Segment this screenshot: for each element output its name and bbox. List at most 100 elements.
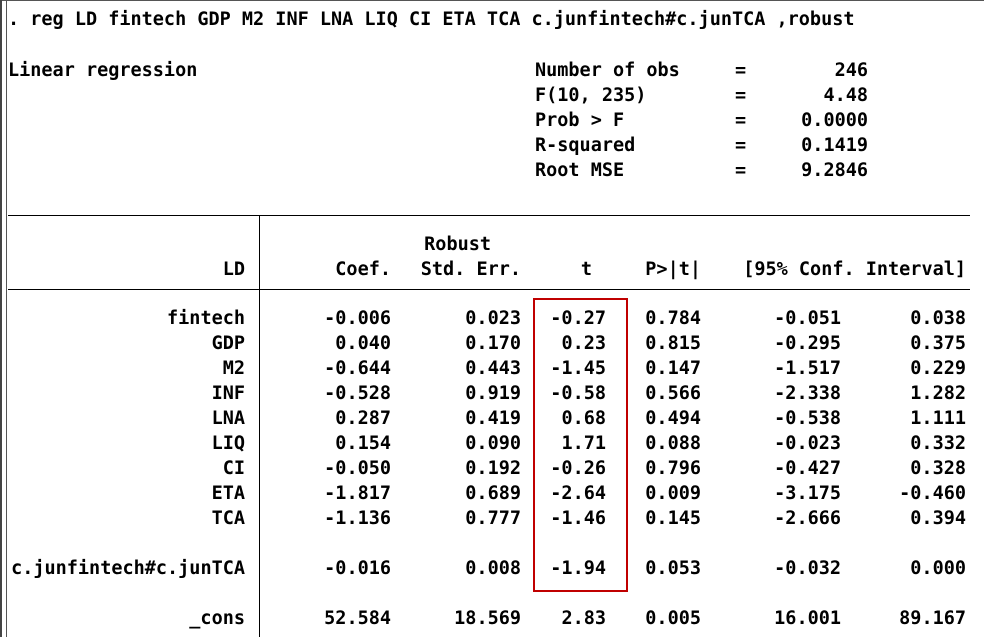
- t-value: -1.45: [550, 358, 606, 379]
- ci-header: [95% Conf. Interval]: [743, 259, 966, 280]
- stat-label: R-squared: [535, 135, 636, 156]
- ci-low-value: 16.001: [774, 608, 841, 629]
- ci-low-value: -0.295: [774, 333, 841, 354]
- ci-low-value: -2.338: [774, 383, 841, 404]
- t-value: 0.23: [561, 333, 606, 354]
- table-rule-top: [8, 215, 970, 216]
- row-label: fintech: [167, 308, 245, 329]
- summary-stats: Number of obs = 246 F(10, 235) = 4.48 Pr…: [535, 58, 868, 183]
- se-value: 0.008: [465, 558, 521, 579]
- ci-high-value: 0.000: [910, 558, 966, 579]
- stderr-header: Std. Err.: [420, 259, 521, 280]
- stat-row: F(10, 235) = 4.48: [535, 83, 868, 108]
- p-value: 0.005: [645, 608, 701, 629]
- ci-low-value: -0.051: [774, 308, 841, 329]
- p-value: 0.145: [645, 508, 701, 529]
- coef-value: -0.050: [324, 458, 391, 479]
- ci-low-value: -3.175: [774, 483, 841, 504]
- table-row: GDP 0.040 0.170 0.23 0.815 -0.295 0.375: [10, 331, 966, 356]
- coef-value: 52.584: [324, 608, 391, 629]
- blank-line: [10, 581, 966, 606]
- table-column-divider: [259, 215, 260, 637]
- p-header: P>|t|: [645, 259, 701, 280]
- se-value: 0.689: [465, 483, 521, 504]
- t-value: -1.94: [550, 558, 606, 579]
- equals-sign: =: [735, 85, 747, 106]
- ci-low-value: -0.427: [774, 458, 841, 479]
- row-label: LIQ: [211, 433, 245, 454]
- p-value: 0.147: [645, 358, 701, 379]
- table-row: LIQ 0.154 0.090 1.71 0.088 -0.023 0.332: [10, 431, 966, 456]
- p-value: 0.009: [645, 483, 701, 504]
- table-row: TCA -1.136 0.777 -1.46 0.145 -2.666 0.39…: [10, 506, 966, 531]
- stat-label: F(10, 235): [535, 85, 647, 106]
- ci-high-value: 0.229: [910, 358, 966, 379]
- blank-line: [10, 531, 966, 556]
- p-value: 0.088: [645, 433, 701, 454]
- table-row: ETA -1.817 0.689 -2.64 0.009 -3.175 -0.4…: [10, 481, 966, 506]
- ci-low-value: -0.032: [774, 558, 841, 579]
- stat-value: 246: [834, 60, 868, 81]
- row-label: c.junfintech#c.junTCA: [11, 558, 245, 579]
- stat-value: 4.48: [823, 85, 868, 106]
- equals-sign: =: [735, 135, 747, 156]
- t-value: -1.46: [550, 508, 606, 529]
- p-value: 0.566: [645, 383, 701, 404]
- table-row: INF -0.528 0.919 -0.58 0.566 -2.338 1.28…: [10, 381, 966, 406]
- stat-row: Root MSE = 9.2846: [535, 158, 868, 183]
- ci-high-value: 0.332: [910, 433, 966, 454]
- coef-value: -1.136: [324, 508, 391, 529]
- coef-value: -0.016: [324, 558, 391, 579]
- coef-value: 0.287: [335, 408, 391, 429]
- row-label: CI: [222, 458, 245, 479]
- p-value: 0.796: [645, 458, 701, 479]
- stat-row: Number of obs = 246: [535, 58, 868, 83]
- t-header: t: [580, 259, 592, 280]
- t-value: 0.68: [561, 408, 606, 429]
- se-value: 0.777: [465, 508, 521, 529]
- ci-low-value: -2.666: [774, 508, 841, 529]
- se-value: 0.443: [465, 358, 521, 379]
- t-value: -2.64: [550, 483, 606, 504]
- table-row: CI -0.050 0.192 -0.26 0.796 -0.427 0.328: [10, 456, 966, 481]
- p-value: 0.784: [645, 308, 701, 329]
- stat-value: 0.1419: [801, 135, 868, 156]
- se-value: 0.919: [465, 383, 521, 404]
- model-label: Linear regression: [8, 60, 198, 81]
- ci-low-value: -0.023: [774, 433, 841, 454]
- coef-value: -0.644: [324, 358, 391, 379]
- ci-high-value: 0.394: [910, 508, 966, 529]
- stat-row: Prob > F = 0.0000: [535, 108, 868, 133]
- se-value: 0.023: [465, 308, 521, 329]
- coef-header: Coef.: [335, 259, 391, 280]
- table-header-robust-row: Robust: [10, 232, 966, 257]
- table-row: LNA 0.287 0.419 0.68 0.494 -0.538 1.111: [10, 406, 966, 431]
- window-border-left-inner: [6, 0, 7, 637]
- window-border-top: [0, 0, 984, 1]
- ci-high-value: 1.111: [910, 408, 966, 429]
- ci-high-value: -0.460: [899, 483, 966, 504]
- stat-label: Number of obs: [535, 60, 680, 81]
- ci-low-value: -1.517: [774, 358, 841, 379]
- p-value: 0.815: [645, 333, 701, 354]
- p-value: 0.494: [645, 408, 701, 429]
- coefficient-table-body: fintech -0.006 0.023 -0.27 0.784 -0.051 …: [10, 306, 966, 631]
- stat-label: Prob > F: [535, 110, 625, 131]
- se-value: 0.192: [465, 458, 521, 479]
- coef-value: 0.154: [335, 433, 391, 454]
- t-value: -0.58: [550, 383, 606, 404]
- ci-high-value: 0.375: [910, 333, 966, 354]
- equals-sign: =: [735, 160, 747, 181]
- ci-high-value: 1.282: [910, 383, 966, 404]
- ci-low-value: -0.538: [774, 408, 841, 429]
- equals-sign: =: [735, 110, 747, 131]
- command-line: . reg LD fintech GDP M2 INF LNA LIQ CI E…: [8, 9, 855, 30]
- row-label: ETA: [211, 483, 245, 504]
- row-label: GDP: [211, 333, 245, 354]
- p-value: 0.053: [645, 558, 701, 579]
- se-value: 0.170: [465, 333, 521, 354]
- table-header-row: LD Coef. Std. Err. t P>|t| [95% Conf. In…: [10, 257, 966, 282]
- se-value: 18.569: [454, 608, 521, 629]
- row-label: M2: [222, 358, 245, 379]
